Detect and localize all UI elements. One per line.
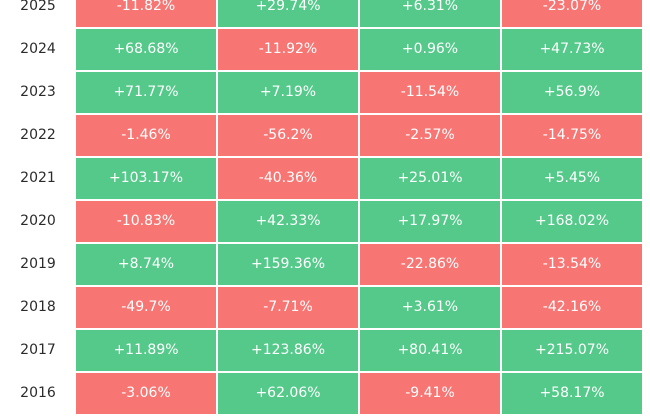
return-cell[interactable]: -13.54% bbox=[502, 244, 642, 285]
return-cell[interactable]: -11.82% bbox=[76, 0, 216, 27]
return-cell[interactable]: +103.17% bbox=[76, 158, 216, 199]
return-cell[interactable]: -40.36% bbox=[218, 158, 358, 199]
return-cell[interactable]: +25.01% bbox=[360, 158, 500, 199]
return-cell[interactable]: -14.75% bbox=[502, 115, 642, 156]
heatmap-row-2022: 2022 -1.46% -56.2% -2.57% -14.75% bbox=[0, 115, 650, 156]
heatmap-row-2023: 2023 +71.77% +7.19% -11.54% +56.9% bbox=[0, 72, 650, 113]
return-cell[interactable]: +0.96% bbox=[360, 29, 500, 70]
heatmap-row-2024: 2024 +68.68% -11.92% +0.96% +47.73% bbox=[0, 29, 650, 70]
return-cell[interactable]: +42.33% bbox=[218, 201, 358, 242]
return-cell[interactable]: +215.07% bbox=[502, 330, 642, 371]
year-label: 2020 bbox=[20, 213, 56, 229]
return-cell[interactable]: -11.54% bbox=[360, 72, 500, 113]
return-cell[interactable]: -23.07% bbox=[502, 0, 642, 27]
heatmap-row-2020: 2020 -10.83% +42.33% +17.97% +168.02% bbox=[0, 201, 650, 242]
heatmap-row-2019: 2019 +8.74% +159.36% -22.86% -13.54% bbox=[0, 244, 650, 285]
year-label: 2019 bbox=[20, 256, 56, 272]
return-cell[interactable]: +5.45% bbox=[502, 158, 642, 199]
return-cell[interactable]: +7.19% bbox=[218, 72, 358, 113]
return-cell[interactable]: +3.61% bbox=[360, 287, 500, 328]
year-label: 2021 bbox=[20, 170, 56, 186]
year-label: 2016 bbox=[20, 385, 56, 401]
return-cell[interactable]: +62.06% bbox=[218, 373, 358, 414]
return-cell[interactable]: +29.74% bbox=[218, 0, 358, 27]
year-label: 2022 bbox=[20, 127, 56, 143]
return-cell[interactable]: -7.71% bbox=[218, 287, 358, 328]
return-cell[interactable]: +47.73% bbox=[502, 29, 642, 70]
heatmap-row-2017: 2017 +11.89% +123.86% +80.41% +215.07% bbox=[0, 330, 650, 371]
return-cell[interactable]: +159.36% bbox=[218, 244, 358, 285]
heatmap-row-2025: 2025 -11.82% +29.74% +6.31% -23.07% bbox=[0, 0, 650, 27]
return-cell[interactable]: +56.9% bbox=[502, 72, 642, 113]
return-cell[interactable]: +123.86% bbox=[218, 330, 358, 371]
heatmap-row-2018: 2018 -49.7% -7.71% +3.61% -42.16% bbox=[0, 287, 650, 328]
return-cell[interactable]: +68.68% bbox=[76, 29, 216, 70]
return-cell[interactable]: -56.2% bbox=[218, 115, 358, 156]
return-cell[interactable]: -22.86% bbox=[360, 244, 500, 285]
year-label: 2023 bbox=[20, 84, 56, 100]
year-label: 2018 bbox=[20, 299, 56, 315]
return-cell[interactable]: +80.41% bbox=[360, 330, 500, 371]
return-cell[interactable]: -2.57% bbox=[360, 115, 500, 156]
return-cell[interactable]: -49.7% bbox=[76, 287, 216, 328]
return-cell[interactable]: +11.89% bbox=[76, 330, 216, 371]
return-cell[interactable]: +168.02% bbox=[502, 201, 642, 242]
year-label: 2017 bbox=[20, 342, 56, 358]
return-cell[interactable]: -10.83% bbox=[76, 201, 216, 242]
heatmap-row-2016: 2016 -3.06% +62.06% -9.41% +58.17% bbox=[0, 373, 650, 414]
return-cell[interactable]: -3.06% bbox=[76, 373, 216, 414]
year-label: 2024 bbox=[20, 41, 56, 57]
return-cell[interactable]: +6.31% bbox=[360, 0, 500, 27]
return-cell[interactable]: +8.74% bbox=[76, 244, 216, 285]
return-cell[interactable]: +58.17% bbox=[502, 373, 642, 414]
return-cell[interactable]: +17.97% bbox=[360, 201, 500, 242]
return-cell[interactable]: -1.46% bbox=[76, 115, 216, 156]
year-label: 2025 bbox=[20, 0, 56, 14]
return-cell[interactable]: -42.16% bbox=[502, 287, 642, 328]
return-cell[interactable]: -9.41% bbox=[360, 373, 500, 414]
return-cell[interactable]: -11.92% bbox=[218, 29, 358, 70]
return-cell[interactable]: +71.77% bbox=[76, 72, 216, 113]
heatmap-row-2021: 2021 +103.17% -40.36% +25.01% +5.45% bbox=[0, 158, 650, 199]
